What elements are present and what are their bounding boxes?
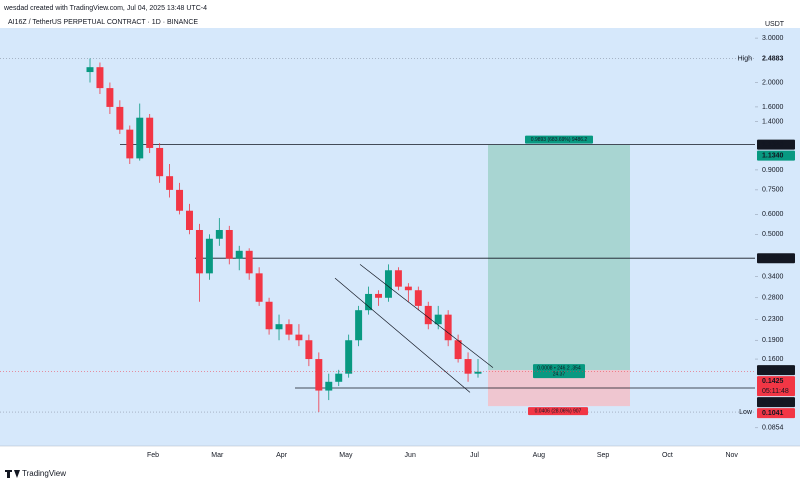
extreme-label: High — [738, 55, 753, 62]
candle-body — [305, 340, 313, 360]
candle-body — [434, 314, 442, 325]
y-tick-label: 1.6000 — [762, 104, 784, 111]
candle-body — [195, 229, 203, 274]
price-tag — [757, 150, 795, 161]
price-tag-label: 0.1041 — [762, 410, 784, 417]
chart-title: AI16Z / TetherUS PERPETUAL CONTRACT · 1D… — [8, 19, 198, 26]
y-tick-label: 0.5000 — [762, 231, 784, 238]
candle-body — [96, 67, 104, 89]
candle-body — [186, 210, 193, 230]
y-tick-label: 3.0000 — [762, 35, 784, 42]
price-tag-label: 1.1340 — [762, 152, 784, 159]
candle-body — [215, 229, 223, 239]
candle-body — [414, 290, 422, 306]
candle-body — [394, 270, 402, 287]
y-tick-label: 0.1600 — [762, 356, 784, 363]
price-tag-label: 0.4019 — [762, 255, 784, 262]
candle-body — [106, 88, 114, 107]
candle-body — [365, 293, 373, 311]
extreme-label: Low — [739, 409, 753, 416]
price-tag-label: 0.1425 — [762, 378, 784, 385]
candle-body — [245, 250, 253, 274]
candle-body — [156, 147, 164, 177]
candle-body — [225, 229, 233, 259]
candle-body — [295, 334, 303, 341]
candle-body — [275, 324, 283, 330]
candle-body — [315, 359, 323, 391]
price-tag — [757, 365, 795, 376]
candle-body — [375, 293, 382, 298]
y-tick-label: 0.9000 — [762, 167, 784, 174]
price-tag — [757, 376, 795, 397]
candle-body — [325, 381, 333, 391]
y-tick-label: 0.7500 — [762, 187, 784, 194]
price-tag-sub: 05:11:48 — [762, 388, 789, 395]
y-tick-label: 0.1900 — [762, 337, 784, 344]
x-tick-label: Apr — [276, 452, 288, 459]
candle-body — [126, 129, 134, 159]
brand: TradingView — [22, 469, 66, 478]
attribution: wesdad created with TradingView.com, Jul… — [3, 5, 207, 12]
candle-body — [265, 301, 273, 330]
logo — [5, 470, 20, 478]
candle-body — [146, 117, 154, 148]
entry-sub: 24.37 — [553, 371, 566, 377]
price-tag-label: 1.1340 — [762, 141, 784, 148]
x-tick-label: Nov — [725, 452, 738, 459]
entry-label-box — [533, 364, 585, 379]
channel-upper — [359, 264, 494, 368]
candle-body — [444, 314, 452, 341]
currency: USDT — [765, 21, 785, 28]
price-tag — [757, 397, 795, 408]
target-label: 0.9893 (683.69%) 9486.2 — [531, 137, 588, 143]
y-tick-label: 1.4000 — [762, 118, 784, 125]
x-tick-label: Oct — [662, 452, 673, 459]
y-tick-label: 0.0854 — [762, 425, 784, 432]
candle-body — [176, 189, 184, 211]
price-tag — [757, 253, 795, 264]
candle-body — [454, 340, 462, 360]
x-tick-label: May — [339, 452, 353, 459]
candle-body — [384, 270, 392, 298]
entry-label: 0.0008 • 246.2 .354 — [537, 365, 581, 371]
candle-body — [335, 373, 343, 382]
candle-body — [166, 176, 174, 190]
candle-body — [345, 340, 353, 374]
candle-body — [464, 359, 472, 374]
target-label-box — [525, 135, 593, 144]
candle-body — [235, 250, 243, 259]
y-tick-label: 0.2300 — [762, 316, 784, 323]
target-zone — [488, 144, 630, 371]
candle-body — [205, 238, 213, 274]
candle-body — [116, 106, 124, 130]
x-tick-label: Sep — [597, 452, 610, 459]
price-tag-label: 0.1447 — [762, 367, 784, 374]
candle-body — [86, 67, 94, 73]
y-tick-label: 2.0000 — [762, 79, 784, 86]
y-tick-label: 0.6000 — [762, 211, 784, 218]
channel-lower — [334, 277, 471, 393]
candle-body — [355, 310, 363, 341]
candle-body — [136, 117, 144, 159]
x-tick-label: Feb — [147, 452, 159, 459]
x-tick-label: Mar — [211, 452, 224, 459]
y-tick-label: 0.2800 — [762, 295, 784, 302]
candle-body — [424, 305, 432, 325]
x-tick-label: Aug — [533, 452, 546, 459]
x-tick-label: Jun — [405, 452, 416, 459]
stop-label: 0.0406 (28.06%) 907 — [535, 408, 582, 414]
price-tag — [757, 408, 795, 419]
x-tick-label: Jul — [470, 452, 479, 459]
candle-body — [404, 286, 412, 291]
candle-body — [255, 273, 263, 302]
candle-body — [285, 324, 293, 335]
extreme-value: 2.4883 — [762, 55, 784, 62]
candle-body — [474, 371, 482, 374]
y-tick-label: 0.3400 — [762, 273, 784, 280]
price-tag-label: 0.1228 — [762, 399, 784, 406]
price-tag — [757, 139, 795, 150]
stop-label-box — [528, 407, 588, 416]
